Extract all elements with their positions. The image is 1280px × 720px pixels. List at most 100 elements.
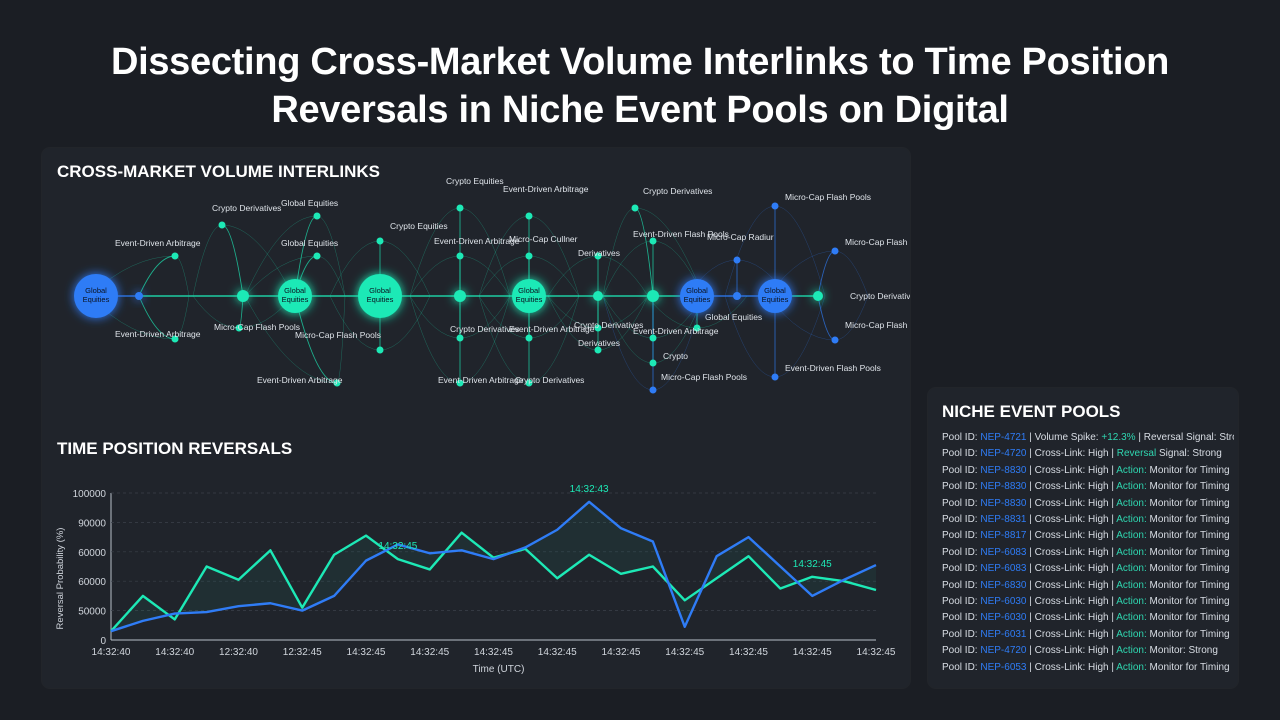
network-node [333,379,341,387]
chart-annotation: 14:32:45 [378,541,417,552]
network-node-label: Derivatives [578,248,620,258]
x-tick-label: 14:32:45 [729,647,768,658]
pool-crosslink: | Volume Spike: [1029,432,1099,443]
pool-list: Pool ID: NEP-4721 | Volume Spike: +12.3%… [942,430,1234,676]
pool-row[interactable]: Pool ID: NEP-6083 | Cross-Link: High | A… [942,561,1234,577]
pool-crosslink: | Cross-Link: High | [1029,579,1114,591]
network-link [724,295,776,378]
pool-crosslink: | Cross-Link: High | [1029,530,1114,542]
network-link [547,295,599,351]
network-node-label: Crypto Derivatives [574,320,643,330]
x-tick-label: 14:32:45 [347,647,386,658]
network-node-label: Crypto Derivatives [643,186,712,196]
network-hub [813,291,823,301]
pool-id: NEP-8831 [980,514,1027,526]
pool-id: NEP-6031 [980,628,1027,640]
network-node [376,346,384,354]
network-node [649,334,657,342]
pool-row[interactable]: Pool ID: NEP-6083 | Cross-Link: High | A… [942,545,1234,561]
pool-row[interactable]: Pool ID: NEP-4720 | Cross-Link: High | R… [942,446,1234,462]
pool-status: | Reversal Signal: Strong [1138,432,1234,443]
network-node-label: Global Equities [281,238,338,248]
network-hub [593,291,603,301]
network-node-label: Event-Driven Arbitrage [434,236,520,246]
network-link [244,215,318,297]
network-node-label: Micro-Cap Flash Pools [295,330,381,340]
x-tick-label: 14:32:45 [410,647,449,658]
network-node [771,373,779,381]
pool-row[interactable]: Pool ID: NEP-6030 | Cross-Link: High | A… [942,610,1234,626]
network-heading: CROSS-MARKET VOLUME INTERLINKS [57,162,380,181]
network-link [192,295,240,329]
network-link [528,295,580,384]
network-node [218,221,226,229]
network-link [329,295,381,351]
pool-row[interactable]: Pool ID: NEP-8817 | Cross-Link: High | A… [942,528,1234,544]
pool-highlight: Action: [1116,612,1147,624]
pool-id-label: Pool ID: [942,661,978,673]
pool-id-label: Pool ID: [942,546,978,558]
pool-row[interactable]: Pool ID: NEP-6030 | Cross-Link: High | A… [942,594,1234,610]
network-node [693,324,701,332]
pool-id: NEP-6053 [980,661,1027,673]
pool-row[interactable]: Pool ID: NEP-6830 | Cross-Link: High | A… [942,578,1234,594]
network-hub [647,290,659,302]
network-node [525,379,533,387]
pool-row[interactable]: Pool ID: NEP-6053 | Cross-Link: High | A… [942,660,1234,676]
pool-status: Monitor for Timing [1149,596,1230,608]
pool-crosslink: | Cross-Link: High | [1029,612,1114,624]
pool-row[interactable]: Pool ID: NEP-8831 | Cross-Link: High | A… [942,512,1234,528]
network-link [316,215,346,297]
pool-id-label: Pool ID: [942,628,978,640]
pool-row[interactable]: Pool ID: NEP-4721 | Volume Spike: +12.3%… [942,430,1234,446]
network-node-label: Micro-Cap Flash Pools [214,322,300,332]
network-node-label: Event-Driven Flash Pools [633,229,729,239]
network-node [649,237,657,245]
network-hub [74,274,118,318]
series-line-2 [110,500,877,633]
pool-row[interactable]: Pool ID: NEP-4720 | Cross-Link: High | A… [942,643,1234,659]
pool-row[interactable]: Pool ID: NEP-8830 | Cross-Link: High | A… [942,479,1234,495]
network-hub-label: Global [85,286,107,295]
network-link [478,215,530,297]
x-tick-label: 14:32:45 [857,647,896,658]
network-link [294,295,338,384]
network-node-label: Crypto Derivatives [850,291,910,301]
network-link [459,207,511,297]
pool-crosslink: | Cross-Link: High | [1029,497,1114,509]
pool-crosslink: | Cross-Link: High | [1029,546,1114,558]
pool-status: Monitor for Timing [1149,563,1230,575]
pool-id: NEP-8830 [980,497,1027,509]
pool-status: Signal: Strong [1158,448,1222,460]
pool-id-label: Pool ID: [942,497,978,509]
network-hub [237,290,249,302]
network-link [409,207,461,297]
network-link [634,207,654,297]
y-tick-label: 100000 [73,489,107,500]
main-panel: CROSS-MARKET VOLUME INTERLINKS Event-Dri… [42,148,910,688]
pool-row[interactable]: Pool ID: NEP-6031 | Cross-Link: High | A… [942,627,1234,643]
network-link [192,224,223,297]
network-hub [358,274,402,318]
network-node [649,359,657,367]
pool-row[interactable]: Pool ID: NEP-8830 | Cross-Link: High | A… [942,463,1234,479]
network-link [379,295,431,351]
y-tick-label: 50000 [78,607,106,618]
pool-status: Monitor for Timing [1149,661,1230,673]
page-title: Dissecting Cross-Market Volume Interlink… [0,38,1280,134]
network-node [649,386,657,394]
network-node [631,204,639,212]
pools-heading: NICHE EVENT POOLS [942,402,1121,421]
network-link [597,295,649,351]
network-node [525,212,533,220]
pool-id-label: Pool ID: [942,481,978,493]
network-node-label: Event-Driven Arbitrage [503,184,589,194]
network-link [316,255,346,297]
pool-id-label: Pool ID: [942,432,978,443]
network-link [547,255,599,297]
pool-row[interactable]: Pool ID: NEP-8830 | Cross-Link: High | A… [942,496,1234,512]
series-band-fill [111,501,876,632]
pool-crosslink: | Cross-Link: High | [1029,596,1114,608]
network-link [409,295,461,384]
pool-crosslink: | Cross-Link: High | [1029,514,1114,526]
